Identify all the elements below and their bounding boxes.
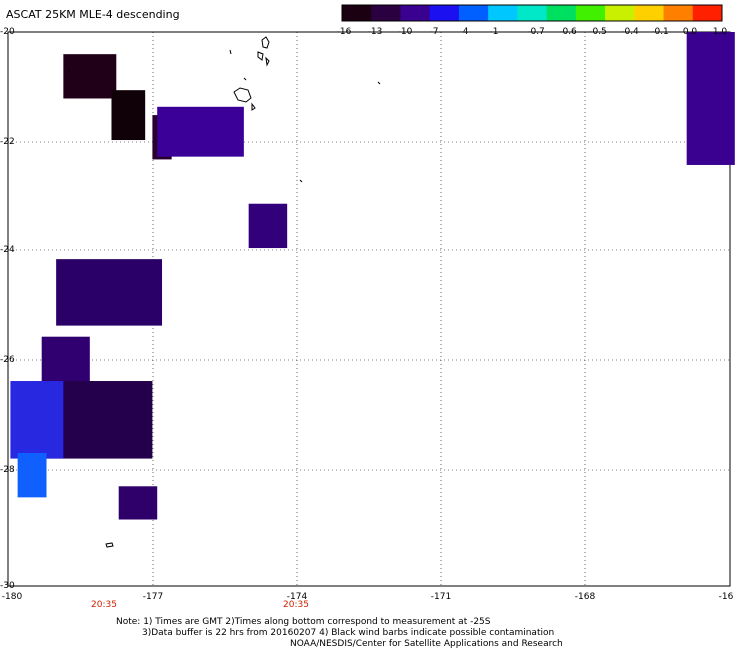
map-title: ASCAT 25KM MLE-4 descending xyxy=(6,8,180,21)
lat-label: -30 xyxy=(0,581,15,591)
time-label: 20:35 xyxy=(91,600,117,610)
lat-label: -28 xyxy=(0,465,15,475)
island-outline xyxy=(233,87,256,111)
lat-label: -26 xyxy=(0,355,15,365)
colorbar-swatch xyxy=(546,5,577,21)
lon-label: -174 xyxy=(286,592,308,602)
data-cell xyxy=(118,486,158,520)
island-outline xyxy=(105,542,114,548)
colorbar-tick: -1 xyxy=(489,27,499,37)
colorbar-tick: 1.0 xyxy=(712,27,728,37)
data-cell xyxy=(10,381,64,459)
coastlines xyxy=(67,36,381,548)
colorbar-swatch xyxy=(342,5,372,21)
island-outline xyxy=(67,49,381,183)
data-cell xyxy=(17,453,47,498)
lon-label: -180 xyxy=(1,592,23,602)
colorbar-tick: -0.6 xyxy=(559,27,577,37)
note-line-1: Note: 1) Times are GMT 2)Times along bot… xyxy=(116,617,491,627)
colorbar-swatch xyxy=(400,5,431,21)
colorbar-frame xyxy=(341,4,723,22)
data-cell xyxy=(157,106,244,157)
colorbar-swatch xyxy=(663,5,694,21)
lat-label: -20 xyxy=(0,27,15,37)
colorbar-tick: 0.0 xyxy=(682,27,698,37)
colorbar-swatch xyxy=(458,5,489,21)
note-line-3: NOAA/NESDIS/Center for Satellite Applica… xyxy=(290,639,563,649)
colorbar-swatch xyxy=(692,5,723,21)
time-label: 20:35 xyxy=(283,600,309,610)
island-outline xyxy=(257,36,270,67)
lon-label: -168 xyxy=(574,592,596,602)
lat-label: -24 xyxy=(0,245,15,255)
data-cell xyxy=(63,54,117,99)
colorbar-tick: -16 xyxy=(336,27,352,37)
colorbar-swatch xyxy=(575,5,606,21)
colorbar-swatch xyxy=(605,5,635,21)
colorbar-swatch xyxy=(429,5,460,21)
colorbar xyxy=(341,4,723,22)
colorbar-tick: -13 xyxy=(367,27,383,37)
colorbar-swatch xyxy=(488,5,518,21)
data-cell xyxy=(111,90,146,141)
colorbar-tick: -4 xyxy=(459,27,469,37)
colorbar-tick: -0.7 xyxy=(527,27,545,37)
colorbar-swatch xyxy=(371,5,401,21)
colorbar-swatch xyxy=(634,5,665,21)
scatterometer-data xyxy=(10,32,735,520)
colorbar-tick: -0.1 xyxy=(651,27,669,37)
data-cell xyxy=(56,259,163,326)
lon-label: -171 xyxy=(430,592,452,602)
colorbar-tick: -10 xyxy=(397,27,413,37)
colorbar-tick: -7 xyxy=(429,27,439,37)
colorbar-swatch xyxy=(517,5,548,21)
data-cell xyxy=(686,32,735,165)
lon-label: -177 xyxy=(142,592,164,602)
data-cell xyxy=(248,203,288,249)
colorbar-tick: -0.4 xyxy=(621,27,639,37)
colorbar-tick: -0.5 xyxy=(589,27,607,37)
lon-label: -16 xyxy=(718,592,734,602)
lat-label: -22 xyxy=(0,137,15,147)
plot-frame xyxy=(7,31,731,587)
note-line-2: 3)Data buffer is 22 hrs from 20160207 4)… xyxy=(142,628,555,638)
